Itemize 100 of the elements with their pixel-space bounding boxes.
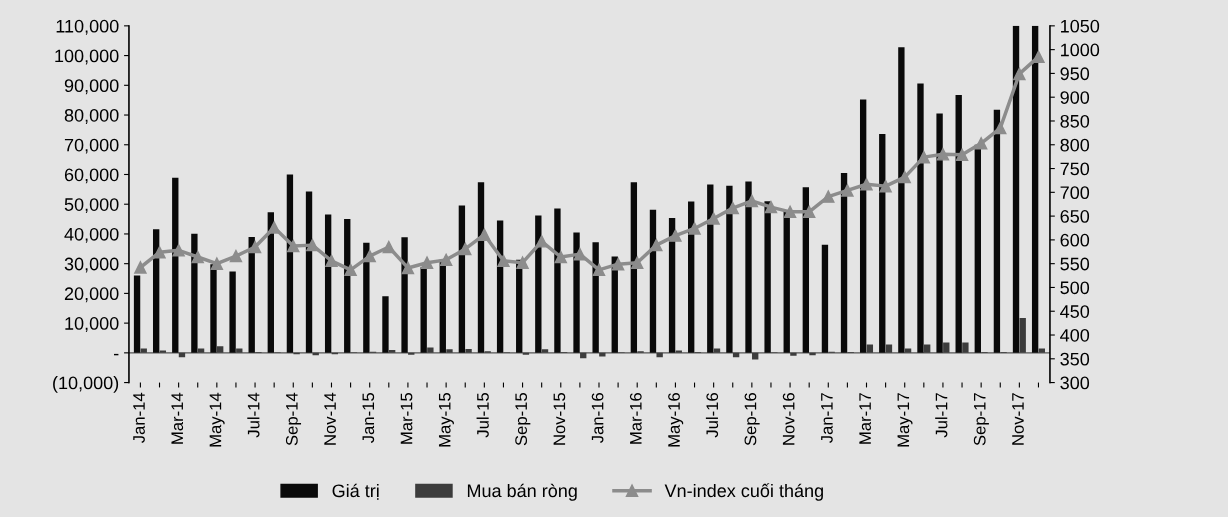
point <box>478 228 491 241</box>
point <box>287 239 300 253</box>
x-tick-label: Mar-16 <box>629 393 642 444</box>
bar <box>840 173 848 353</box>
bar <box>656 352 663 358</box>
point <box>363 249 376 263</box>
point <box>554 250 568 264</box>
bar <box>446 349 453 353</box>
point <box>401 261 415 275</box>
point <box>688 222 701 235</box>
point <box>191 250 204 264</box>
bar <box>936 113 943 353</box>
y2-tick-label: 300 <box>1060 376 1090 390</box>
y-tick-label: 110,000 <box>56 19 119 35</box>
bar <box>541 349 549 353</box>
bar <box>707 184 714 353</box>
point <box>344 263 357 277</box>
bar <box>879 134 886 353</box>
point <box>936 148 950 161</box>
y2-tick-label: 650 <box>1060 210 1090 223</box>
bar <box>809 352 816 356</box>
point <box>841 184 854 197</box>
bar <box>802 187 810 353</box>
y2-tick-label: 1050 <box>1061 19 1100 33</box>
point <box>172 244 185 257</box>
point <box>1032 50 1045 64</box>
bar <box>197 348 205 353</box>
y-tick-label: 80,000 <box>64 108 119 124</box>
y2-tick-label: 850 <box>1060 114 1090 128</box>
x-tick-label: Sep-16 <box>744 393 760 446</box>
bar <box>382 296 389 353</box>
y-tick-label: 50,000 <box>64 198 119 214</box>
bar <box>305 191 313 353</box>
point <box>229 249 243 263</box>
y2-tick-label: 600 <box>1060 233 1090 247</box>
bar <box>592 242 599 353</box>
point <box>994 121 1007 135</box>
bar <box>866 344 874 353</box>
y2-tick-label: 750 <box>1060 162 1090 176</box>
point <box>611 257 625 271</box>
point <box>1013 67 1026 81</box>
point <box>745 194 759 208</box>
point <box>630 256 644 269</box>
x-tick-label: Nov-17 <box>1012 393 1024 445</box>
bar <box>955 95 962 353</box>
bar <box>236 348 243 353</box>
x-tick-label: Nov-16 <box>782 393 795 445</box>
point <box>898 170 911 184</box>
point <box>458 242 472 256</box>
x-tick-label: Sep-14 <box>285 392 302 446</box>
legend-label: Mua bán ròng <box>467 483 577 501</box>
x-tick-label: Nov-14 <box>324 392 336 445</box>
bar <box>1019 318 1026 353</box>
bar <box>554 208 561 353</box>
point <box>516 256 529 269</box>
bar <box>427 347 434 353</box>
bar <box>1031 25 1039 353</box>
y-tick-label: 90,000 <box>64 79 119 95</box>
x-tick-label: May-15 <box>438 393 454 447</box>
bar <box>790 352 797 356</box>
y2-tick-label: 800 <box>1060 138 1090 152</box>
y2-tick-label: 450 <box>1060 305 1090 318</box>
point <box>974 137 988 150</box>
y-tick-label: - <box>114 353 119 356</box>
point <box>248 240 262 254</box>
legend-label: Vn-index cuối tháng <box>664 483 823 501</box>
point <box>783 205 797 219</box>
point <box>306 238 319 252</box>
bar <box>458 205 466 353</box>
bar <box>859 99 867 353</box>
bar <box>133 275 141 353</box>
point <box>917 150 931 164</box>
point <box>325 254 338 268</box>
bar <box>745 181 752 353</box>
bar <box>904 348 912 353</box>
y-tick-label: (10,000) <box>53 376 119 393</box>
y-tick-label: 100,000 <box>55 49 119 65</box>
point <box>210 257 224 270</box>
x-tick-label: Jul-15 <box>476 393 489 438</box>
y2-tick-label: 400 <box>1060 328 1090 342</box>
point <box>535 235 548 248</box>
y-tick-label: 60,000 <box>64 168 119 184</box>
point <box>420 256 434 269</box>
y-tick-label: 70,000 <box>64 138 119 154</box>
bar <box>917 83 924 353</box>
bar <box>535 215 542 353</box>
point <box>439 253 453 267</box>
x-tick-label: Nov-15 <box>553 393 566 445</box>
bar <box>764 201 771 353</box>
bar <box>962 342 969 353</box>
y2-tick-label: 550 <box>1060 257 1090 271</box>
x-tick-label: Mar-17 <box>859 393 871 444</box>
x-tick-label: Sep-17 <box>973 393 989 446</box>
point <box>650 238 663 252</box>
point <box>592 263 606 277</box>
point <box>726 201 739 215</box>
x-tick-label: Mar-14 <box>171 392 184 444</box>
point <box>822 190 835 203</box>
bar <box>924 344 931 353</box>
bar <box>1012 25 1020 353</box>
